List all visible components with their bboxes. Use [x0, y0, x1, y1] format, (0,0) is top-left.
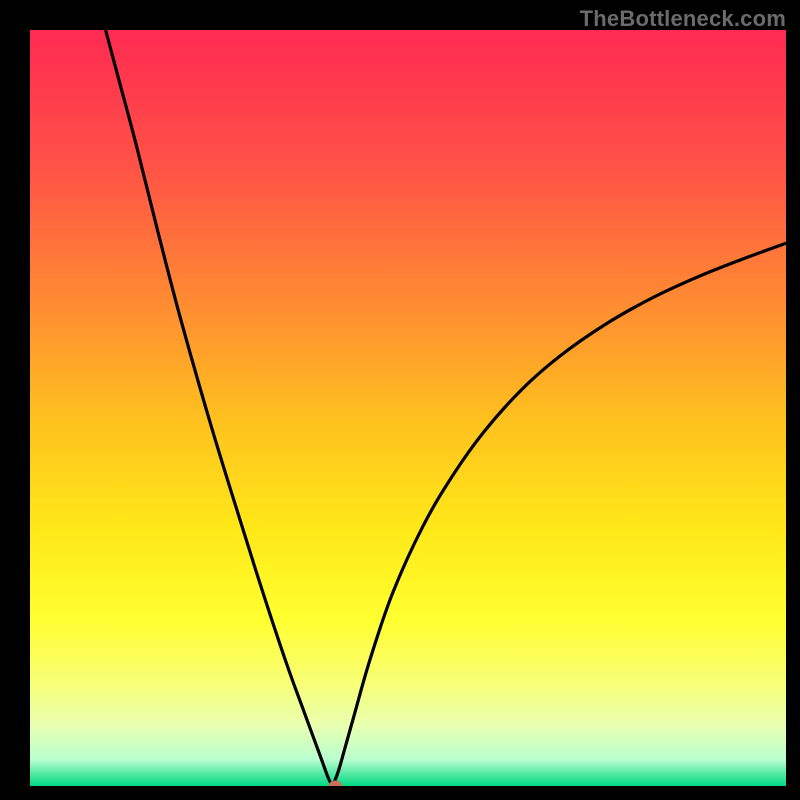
gradient-background	[30, 30, 786, 786]
chart-container: TheBottleneck.com	[0, 0, 800, 800]
bottleneck-curve-chart	[30, 30, 786, 786]
watermark-text: TheBottleneck.com	[580, 6, 786, 32]
plot-area	[30, 30, 786, 786]
